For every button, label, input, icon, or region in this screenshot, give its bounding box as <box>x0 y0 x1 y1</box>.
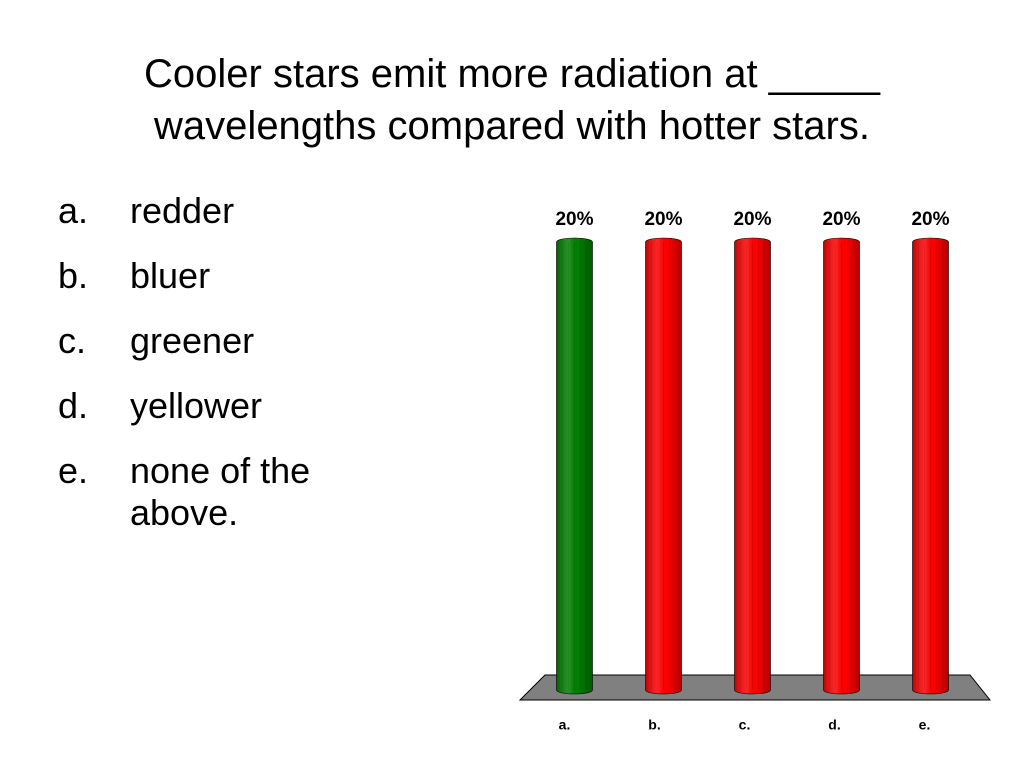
bar-shading <box>823 238 860 694</box>
bar-shading <box>734 238 771 694</box>
x-tick-label: b. <box>648 717 660 733</box>
x-tick-label: c. <box>739 717 751 733</box>
answer-option: d. yellower <box>58 385 388 427</box>
bar-shading <box>912 238 949 694</box>
answer-option: c. greener <box>58 320 388 362</box>
option-text: greener <box>130 320 255 361</box>
option-text: yellower <box>130 385 263 426</box>
option-letter: b. <box>58 255 89 296</box>
slide-title: Cooler stars emit more radiation at ____… <box>144 52 880 148</box>
option-text: redder <box>130 190 235 231</box>
x-tick-label: a. <box>559 717 571 733</box>
answer-option: e. none of the above. <box>58 450 388 534</box>
option-letter: a. <box>58 190 89 231</box>
bar-shading <box>556 238 593 694</box>
data-label: 20% <box>555 209 593 230</box>
answer-option: b. bluer <box>58 255 388 297</box>
option-letter: d. <box>58 385 89 426</box>
bar-shading <box>645 238 682 694</box>
x-tick-label: e. <box>919 717 931 733</box>
option-letter: c. <box>58 320 87 361</box>
data-label: 20% <box>644 209 682 230</box>
x-tick-label: d. <box>828 717 840 733</box>
option-letter: e. <box>58 450 89 491</box>
data-label: 20% <box>733 209 771 230</box>
answer-option: a. redder <box>58 190 388 232</box>
answer-list: a. redder b. bluer c. greener d. yellower e. none… <box>58 190 388 557</box>
data-label: 20% <box>822 209 860 230</box>
option-text: bluer <box>130 255 211 296</box>
option-text: none of the above. <box>130 450 311 533</box>
data-label: 20% <box>911 209 949 230</box>
